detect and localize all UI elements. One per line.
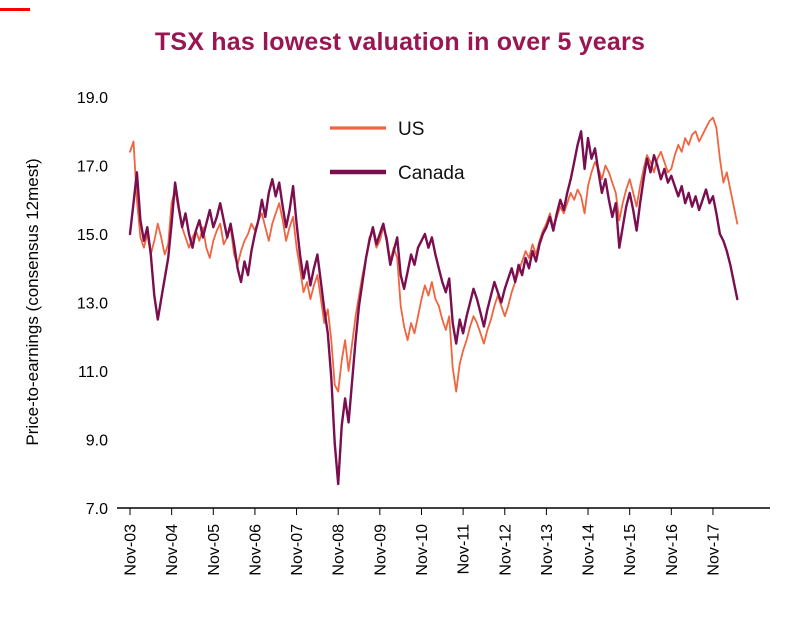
y-tick-label: 13.0 [77,296,108,313]
x-tick-label: Nov-16 [664,524,681,576]
x-tick-label: Nov-10 [414,524,431,576]
y-tick-label: 7.0 [86,501,108,518]
x-tick-label: Nov-03 [123,524,140,576]
series-line-canada [128,130,739,486]
y-tick-label: 15.0 [77,227,108,244]
x-tick-label: Nov-17 [705,524,722,576]
x-tick-label: Nov-05 [206,524,223,576]
y-tick-label: 17.0 [77,159,108,176]
y-axis-title: Price-to-earnings (consensus 12mest) [23,158,42,445]
x-tick-label: Nov-15 [622,524,639,576]
y-tick-label: 19.0 [77,90,108,107]
legend-label-us: US [398,119,424,140]
x-tick-label: Nov-09 [372,524,389,576]
y-tick-label: 9.0 [86,433,108,450]
legend-label-canada: Canada [398,163,465,184]
x-tick-label: Nov-11 [456,524,473,574]
top-accent-line [0,8,30,11]
x-tick-label: Nov-14 [581,524,598,576]
x-tick-label: Nov-13 [539,524,556,576]
chart-title: TSX has lowest valuation in over 5 years [154,28,646,56]
x-tick-label: Nov-07 [289,524,306,576]
x-tick-label: Nov-06 [247,524,264,576]
y-tick-label: 11.0 [78,364,108,381]
x-tick-label: Nov-04 [164,524,181,576]
x-tick-label: Nov-12 [497,524,514,576]
x-tick-label: Nov-08 [331,524,348,576]
